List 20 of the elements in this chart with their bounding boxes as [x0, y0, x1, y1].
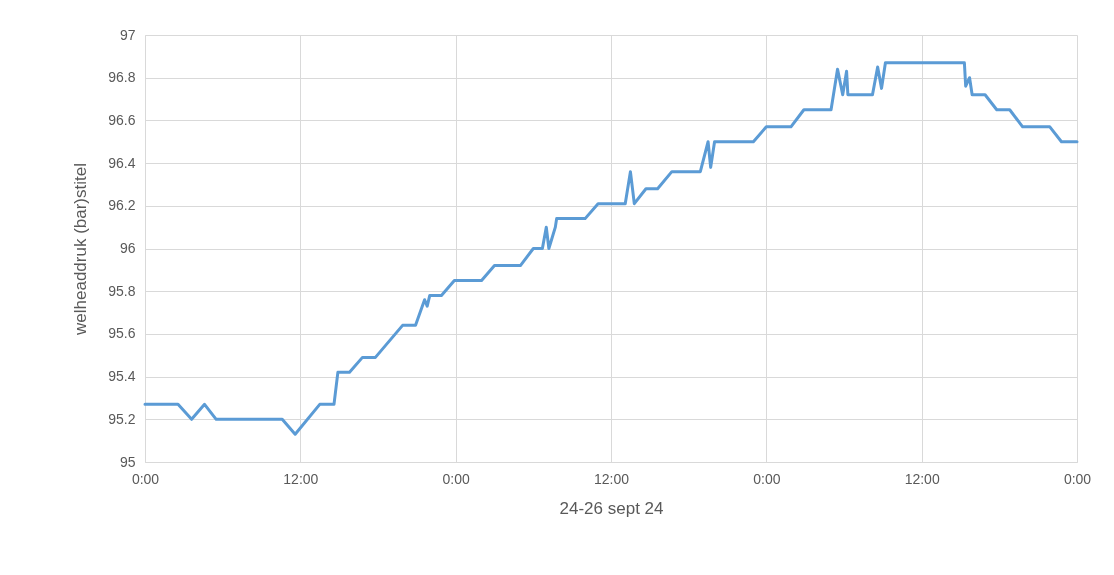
- x-tick-label: 12:00: [283, 470, 319, 487]
- x-tick-label: 0:00: [1063, 470, 1092, 487]
- y-tick-label: 96.4: [108, 154, 136, 171]
- x-tick-label: 0:00: [131, 470, 160, 487]
- y-tick-label: 96.8: [108, 69, 136, 86]
- x-tick-label: 0:00: [753, 470, 781, 487]
- x-axis-title: 24-26 sept 24: [559, 498, 664, 518]
- y-tick-label: 96.6: [108, 111, 136, 128]
- y-tick-label: 96.2: [108, 197, 136, 214]
- y-tick-label: 95.4: [108, 368, 136, 385]
- y-tick-label: 95.2: [108, 410, 136, 427]
- y-tick-label: 95: [119, 453, 136, 470]
- y-tick-label: 96: [119, 240, 136, 256]
- x-tick-label: 0:00: [442, 470, 470, 487]
- x-tick-label: 12:00: [593, 470, 630, 487]
- x-tick-label: 12:00: [904, 470, 940, 487]
- y-tick-label: 97: [119, 26, 136, 43]
- y-tick-label: 95.8: [108, 282, 136, 299]
- y-axis-title: welheaddruk (bar)stitel: [71, 163, 91, 336]
- y-tick-label: 95.6: [108, 325, 136, 342]
